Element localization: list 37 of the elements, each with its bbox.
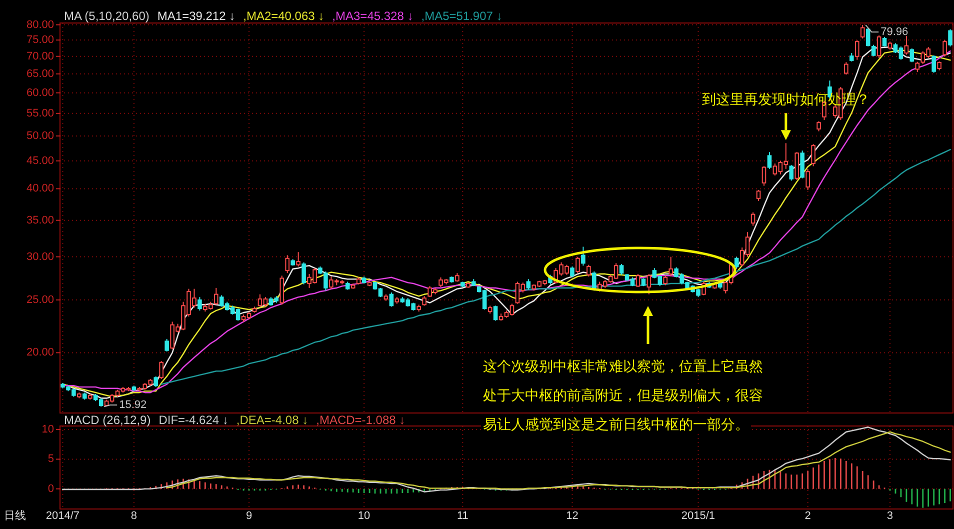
y-tick-label: 70.00	[26, 50, 54, 62]
y-tick-label: 45.00	[26, 154, 54, 167]
y-tick-label: 20.00	[26, 346, 54, 359]
x-tick-label: 9	[246, 510, 252, 522]
annotation: 15.92	[119, 399, 147, 411]
y-tick-label: 40.00	[26, 182, 54, 195]
x-tick-label: 11	[456, 510, 468, 522]
x-axis-title: 日线	[4, 510, 26, 522]
x-tick-label: 2	[804, 510, 811, 522]
legend-item: MACD (26,12,9)	[64, 413, 151, 427]
legend-item: MA1=39.212 ↓	[157, 9, 236, 23]
x-tick-label: 10	[358, 510, 370, 522]
y-tick-label: 30.00	[26, 250, 54, 263]
y-tick-label: 80.00	[26, 18, 54, 31]
y-tick-label: 50.00	[26, 130, 54, 142]
y-tick-label: 60.00	[26, 86, 54, 99]
y-tick-label: 55.00	[26, 107, 54, 120]
legend-item: ,MA2=40.063 ↓	[243, 9, 324, 23]
x-tick-label: 2014/7	[46, 510, 80, 522]
annotation: 79.96	[880, 26, 908, 38]
x-tick-label: 2015/1	[681, 510, 716, 522]
y-tick-label: 75.00	[26, 34, 54, 46]
x-tick-label: 8	[130, 510, 138, 522]
legend-item: ,MA5=51.907 ↓	[421, 9, 502, 23]
y-tick-label: 35.00	[26, 214, 54, 226]
y-tick-label: 0	[48, 482, 54, 495]
x-tick-label: 3	[886, 510, 894, 522]
y-tick-label: 10	[42, 424, 54, 436]
legend-item: MA (5,10,20,60)	[64, 9, 150, 23]
legend-item: DIF=-4.624 ↓	[158, 413, 228, 427]
annotation: 这个次级别中枢非常难以察觉，位置上它虽然处于大中枢的前高附近，但是级别偏大，很容易让人感觉到这是之前日线中枢的一部分。	[483, 358, 763, 432]
x-tick-label: 12	[566, 510, 578, 522]
legend-item: ,MA3=45.328 ↓	[332, 9, 414, 23]
legend-item: ,DEA=-4.08 ↓	[236, 413, 308, 427]
y-tick-label: 25.00	[26, 294, 54, 306]
y-tick-label: 65.00	[26, 68, 54, 80]
y-tick-label: 5	[48, 453, 54, 466]
